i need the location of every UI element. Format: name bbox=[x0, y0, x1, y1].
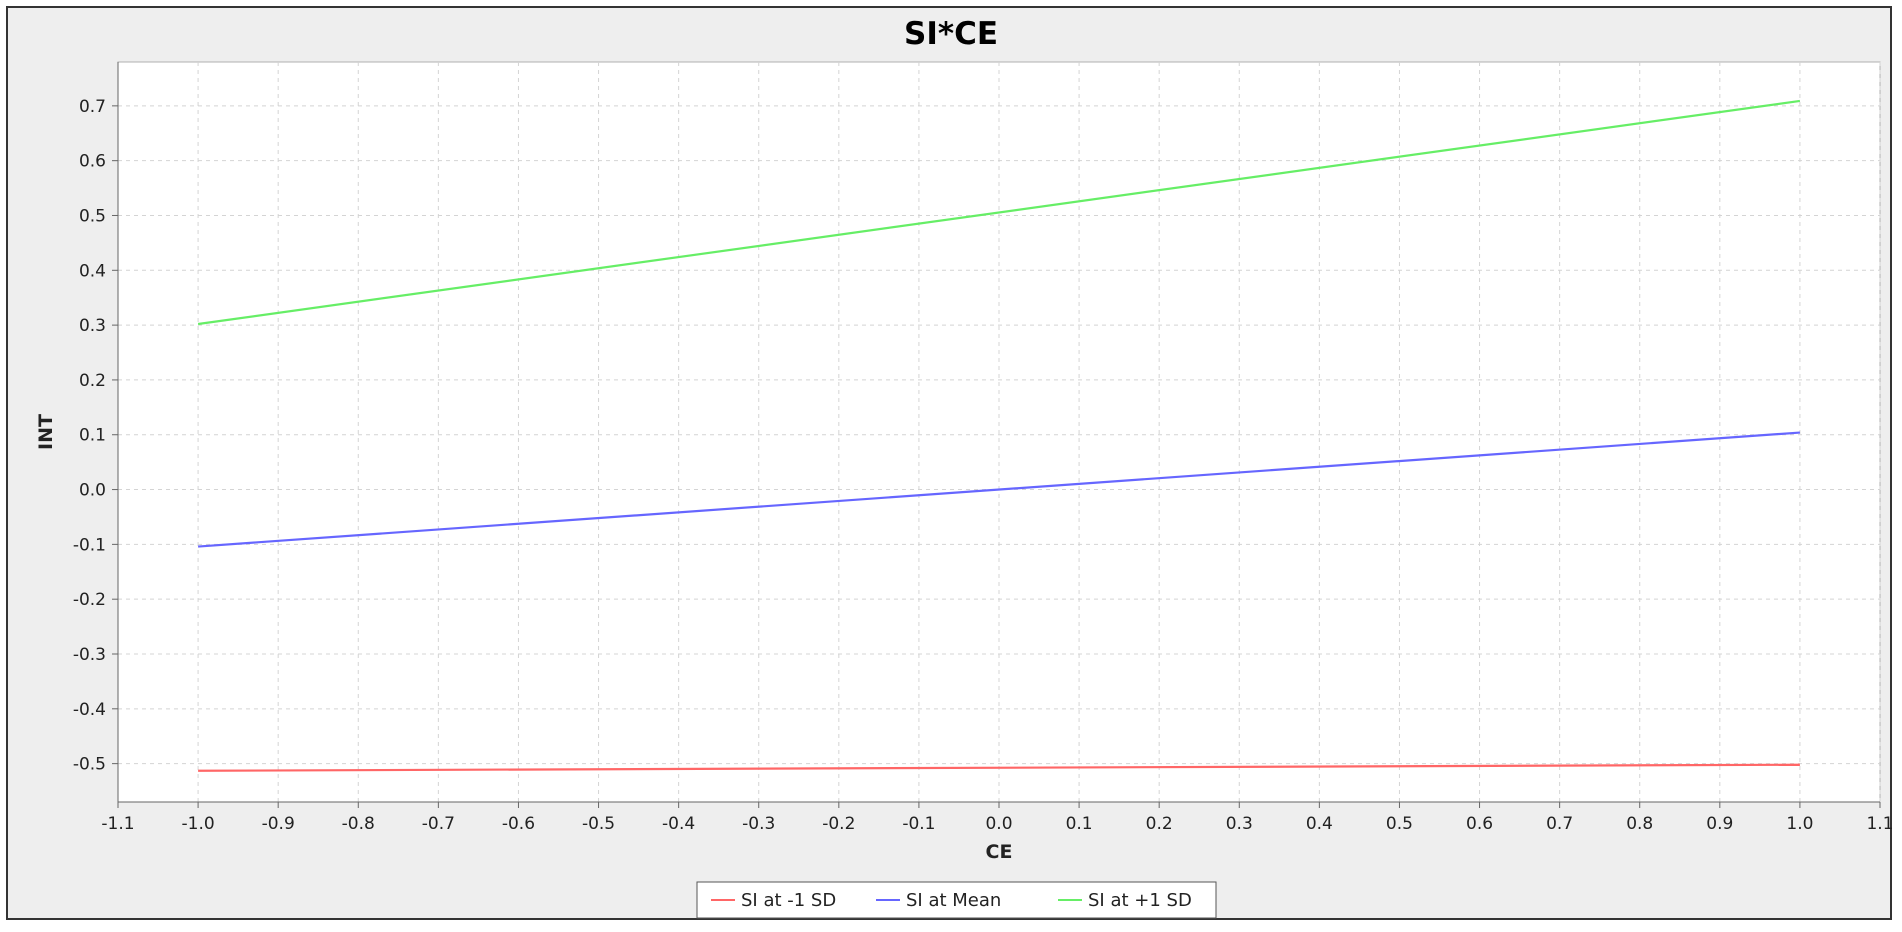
legend-label-2: SI at Mean bbox=[906, 890, 1001, 911]
x-tick-label: -0.2 bbox=[822, 814, 855, 834]
x-tick-label: -0.5 bbox=[582, 814, 615, 834]
x-tick-label: 0.6 bbox=[1466, 814, 1493, 834]
x-tick-label: -0.6 bbox=[502, 814, 535, 834]
x-tick-label: 0.9 bbox=[1706, 814, 1733, 834]
x-tick-label: 0.4 bbox=[1306, 814, 1333, 834]
series-line-3 bbox=[197, 99, 1801, 326]
x-tick-label: -0.8 bbox=[342, 814, 375, 834]
x-tick-label: 0.1 bbox=[1066, 814, 1093, 834]
series-line-2 bbox=[198, 431, 1800, 548]
x-tick-label: 1.1 bbox=[1866, 814, 1893, 834]
legend-box bbox=[696, 881, 1217, 919]
y-tick-label: 0.3 bbox=[79, 316, 106, 336]
y-tick-label: 0.4 bbox=[79, 261, 106, 281]
y-tick-label: -0.5 bbox=[73, 755, 106, 775]
y-tick-label: 0.6 bbox=[79, 152, 106, 172]
x-tick-label: 0.7 bbox=[1546, 814, 1573, 834]
x-tick-label: -0.7 bbox=[422, 814, 455, 834]
x-tick-label: -1.0 bbox=[182, 814, 215, 834]
x-tick-label: 0.0 bbox=[985, 814, 1012, 834]
series-line-1 bbox=[198, 763, 1800, 772]
x-tick-label: -0.1 bbox=[902, 814, 935, 834]
x-axis-title: CE bbox=[986, 841, 1013, 863]
y-tick-label: -0.4 bbox=[73, 700, 106, 720]
legend-label-3: SI at +1 SD bbox=[1088, 890, 1192, 911]
y-tick-label: 0.2 bbox=[79, 371, 106, 391]
axes: -1.1 -1.0 -0.9 -0.8 -0.7 -0.6 -0.5 -0.4 -0.3 -0.2… bbox=[73, 62, 1894, 834]
x-tick-label: 0.5 bbox=[1386, 814, 1413, 834]
series-lines bbox=[197, 99, 1801, 772]
chart-title: SI*CE bbox=[904, 16, 998, 52]
y-tick-label: -0.2 bbox=[73, 590, 106, 610]
y-tick-label: 0.7 bbox=[79, 97, 106, 117]
y-tick-label: -0.3 bbox=[73, 645, 106, 665]
x-tick-label: -0.3 bbox=[742, 814, 775, 834]
legend-label-1: SI at -1 SD bbox=[741, 890, 836, 911]
y-tick-label: -0.1 bbox=[73, 535, 106, 555]
y-tick-label: 0.0 bbox=[79, 481, 106, 501]
y-tick-label: 0.1 bbox=[79, 426, 106, 446]
x-tick-label: -1.1 bbox=[101, 814, 134, 834]
x-tick-label: 1.0 bbox=[1786, 814, 1813, 834]
legend: SI at -1 SD SI at Mean SI at +1 SD bbox=[696, 881, 1217, 919]
x-tick-label: 0.2 bbox=[1146, 814, 1173, 834]
x-tick-label: -0.9 bbox=[262, 814, 295, 834]
y-tick-label: 0.5 bbox=[79, 206, 106, 226]
y-axis-title: INT bbox=[35, 414, 57, 450]
x-tick-label: 0.8 bbox=[1626, 814, 1653, 834]
x-tick-label: 0.3 bbox=[1226, 814, 1253, 834]
x-tick-label: -0.4 bbox=[662, 814, 695, 834]
